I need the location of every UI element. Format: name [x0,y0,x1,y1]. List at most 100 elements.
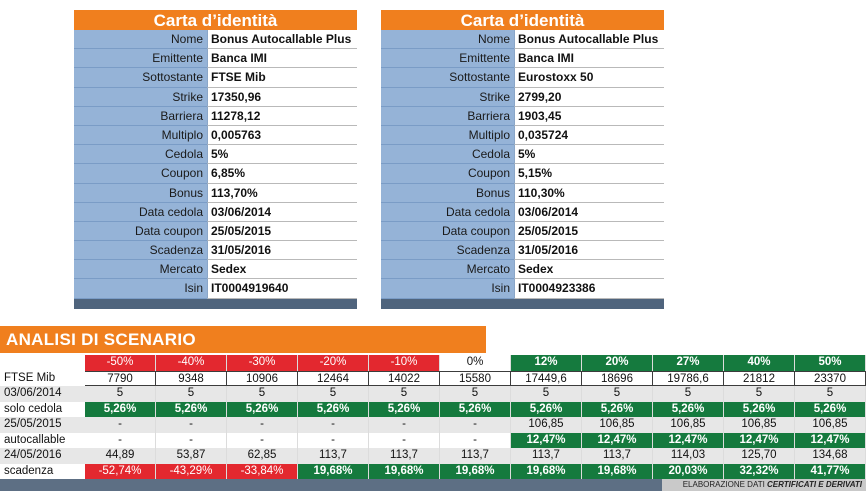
card-row-label: Coupon [381,164,514,184]
scenario-cell: 19,68% [369,463,440,479]
card-row-label: Strike [74,87,207,107]
card-row: Cedola 5% [381,145,664,165]
card-row-value: 17350,96 [207,87,357,107]
scenario-cell: 5,26% [156,401,227,417]
card-row-value: 5,15% [514,164,664,184]
card-footer-bar [74,298,357,309]
card-row-value: IT0004919640 [207,279,357,299]
card-row-value: 0,035724 [514,125,664,146]
scenario-cell: 23370 [795,370,866,386]
scenario-cell: 113,7 [298,448,369,464]
scenario-cell: 5 [582,386,653,402]
card-row: Sottostante FTSE Mib [74,68,357,88]
card-row-label: Scadenza [381,241,514,261]
card-row-label: Emittente [74,49,207,69]
scenario-title: ANALISI DI SCENARIO [0,326,486,353]
scenario-row: autocallable - - - - - -12,47% 12,47% 12,47% 12,4… [0,432,866,448]
scenario-cell: 62,85 [227,448,298,464]
card-row: Multiplo 0,035724 [381,125,664,146]
scenario-cell: 5 [653,386,724,402]
card-row: Bonus 113,70% [74,183,357,203]
scenario-cell: - [227,432,298,448]
scenario-cell: - [85,417,156,433]
scenario-cell: - [369,432,440,448]
card-row-value: 03/06/2014 [514,202,664,222]
card-row: Multiplo 0,005763 [74,125,357,146]
card-row: Emittente Banca IMI [381,49,664,69]
card-row-label: Data cedola [74,202,207,222]
scenario-cell: 5,26% [227,401,298,417]
scenario-cell: 5 [369,386,440,402]
scenario-row-label: 03/06/2014 [0,386,85,402]
scenario-cell: 134,68 [795,448,866,464]
card-row-label: Bonus [74,183,207,203]
scenario-cell: 18696 [582,370,653,386]
card-row-label: Barriera [381,106,514,126]
card-row-value: 0,005763 [207,125,357,146]
identity-card-ftse: Carta d’identità Nome Bonus Autocallable … [74,10,357,309]
scenario-cell: 106,85 [582,417,653,433]
scenario-header-cell: 12% [511,355,582,371]
card-row-value: 5% [207,145,357,165]
scenario-header-cell: -10% [369,355,440,371]
card-row-label: Strike [381,87,514,107]
card-row-label: Data coupon [381,221,514,242]
card-row: Nome Bonus Autocallable Plus [74,30,357,50]
card-row-value: 25/05/2015 [514,221,664,242]
scenario-cell: 5,26% [795,401,866,417]
scenario-cell: 12,47% [653,432,724,448]
scenario-cell: 106,85 [724,417,795,433]
footer: ELABORAZIONE DATI CERTIFICATI E DERIVATI [0,479,866,491]
scenario-cell: -43,29% [156,463,227,479]
scenario-cell: 5 [227,386,298,402]
card-row-value: Sedex [514,260,664,280]
card-row-value: 11278,12 [207,106,357,126]
card-row-value: 31/05/2016 [207,241,357,261]
scenario-cell: -33,84% [227,463,298,479]
scenario-cell: - [156,432,227,448]
card-row: Isin IT0004919640 [74,279,357,299]
card-row-label: Sottostante [381,68,514,88]
scenario-header-cell: 0% [440,355,511,371]
scenario-cell: 5,26% [85,401,156,417]
scenario-header-row: -50% -40% -30% -20% -10% 0% 12% 20% 27% 40% 50% [0,355,866,371]
scenario-cell: 12464 [298,370,369,386]
card-row-label: Bonus [381,183,514,203]
scenario-cell: 12,47% [582,432,653,448]
card-row-value: 113,70% [207,183,357,203]
scenario-header-cell: -20% [298,355,369,371]
scenario-cell: 5 [156,386,227,402]
card-row: Isin IT0004923386 [381,279,664,299]
card-footer-bar [381,298,664,309]
card-row: Cedola 5% [74,145,357,165]
card-row: Scadenza 31/05/2016 [381,241,664,261]
scenario-cell: 5,26% [724,401,795,417]
scenario-header-cell: -50% [85,355,156,371]
scenario-header-cell: -30% [227,355,298,371]
scenario-cell: 113,7 [511,448,582,464]
scenario-row-label: autocallable [4,433,66,446]
card-rows: Nome Bonus Autocallable Plus Emittente Banc… [381,30,664,299]
card-row-label: Nome [381,30,514,50]
scenario-cell: 5,26% [582,401,653,417]
card-row-value: Bonus Autocallable Plus [207,30,357,50]
scenario-cell: 106,85 [653,417,724,433]
card-row: Sottostante Eurostoxx 50 [381,68,664,88]
scenario-cell: 19,68% [582,463,653,479]
card-row-value: 6,85% [207,164,357,184]
scenario-cell: 20,03% [653,463,724,479]
footer-credit-emphasis: CERTIFICATI E DERIVATI [767,480,862,489]
footer-credit: ELABORAZIONE DATI CERTIFICATI E DERIVATI [683,479,862,491]
card-row-label: Emittente [381,49,514,69]
card-row: Data coupon 25/05/2015 [381,221,664,242]
scenario-cell: 14022 [369,370,440,386]
card-row: Bonus 110,30% [381,183,664,203]
card-row-value: IT0004923386 [514,279,664,299]
card-row-value: 03/06/2014 [207,202,357,222]
scenario-cell: 114,03 [653,448,724,464]
card-row-value: 2799,20 [514,87,664,107]
card-row: Data cedola 03/06/2014 [74,202,357,222]
footer-bar [0,479,662,491]
card-row: Barriera 11278,12 [74,106,357,126]
card-row-label: Data coupon [74,221,207,242]
